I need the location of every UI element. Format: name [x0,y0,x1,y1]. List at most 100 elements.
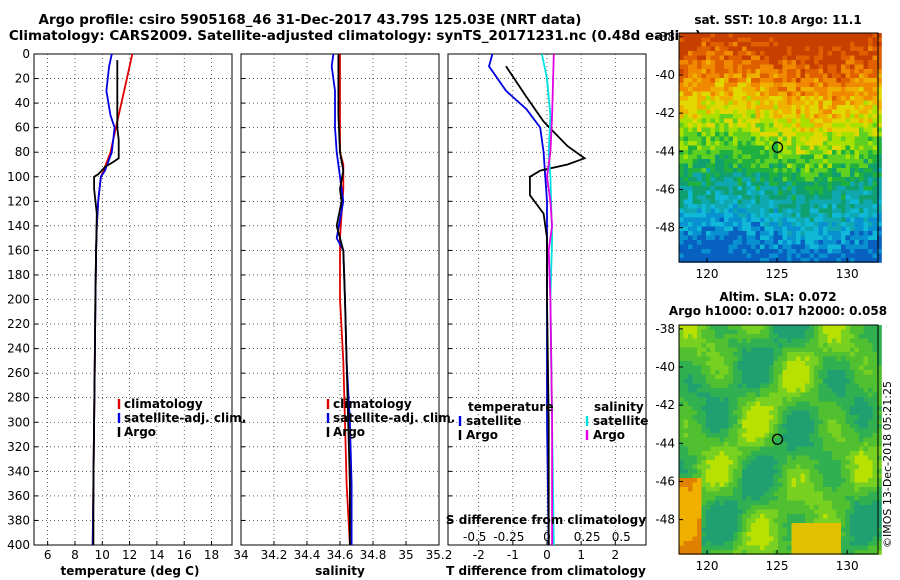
map-cell [679,356,684,362]
map-cell [773,37,779,43]
map-cell [782,527,788,533]
map-cell [791,244,797,250]
map-cell [796,541,801,546]
map-cell [800,204,806,209]
map-cell [827,114,833,119]
map-cell [827,222,833,227]
map-cell [688,78,693,83]
map-cell [715,464,720,470]
map-cell [751,105,756,110]
map-cell [679,208,684,214]
map-cell [841,478,846,483]
map-cell [773,482,779,488]
map-cell [809,235,815,241]
map-cell [832,406,837,411]
map-cell [764,514,770,519]
map-cell [859,100,864,106]
map-cell [809,536,815,542]
map-cell [845,469,851,474]
map-cell [850,334,855,339]
map-cell [706,208,711,214]
map-cell [845,500,851,506]
map-cell [823,356,828,362]
map-cell [728,159,734,164]
map-cell [778,478,783,483]
map-cell [818,226,824,232]
map-cell [733,469,738,474]
map-cell [692,473,698,479]
map-cell [697,514,702,519]
map-cell [755,406,761,411]
map-cell [850,253,855,259]
map-cell [809,159,815,164]
map-cell [850,195,855,200]
argo-position-marker: Argo float position [771,433,784,445]
map-cell [778,114,783,119]
map-cell [832,181,837,187]
map-cell [800,240,806,245]
map-cell [697,145,702,151]
map-cell [827,460,833,465]
map-cell [764,347,770,353]
map-cell [679,181,684,187]
map-cell [841,159,846,164]
map-cell [764,82,770,88]
map-cell [787,406,792,411]
map-cell [863,208,869,214]
map-cell [688,154,693,160]
map-cell [746,231,752,236]
map-cell [692,500,698,506]
map-cell [751,329,756,335]
map-cell [751,172,756,178]
map-cell [769,325,774,330]
map-cell [782,235,788,241]
map-cell [751,500,756,506]
legend-label: climatology [333,397,412,411]
map-cell [764,51,770,56]
map-cell [697,415,702,420]
map-cell [814,168,819,173]
map-cell [818,460,824,465]
map-cell [859,415,864,420]
map-cell [697,460,702,465]
map-cell [872,177,878,182]
map-cell [868,226,873,232]
map-cell [818,177,824,182]
map-cell [841,455,846,461]
map-cell [769,177,774,182]
map-cell [827,159,833,164]
map-cell [836,127,842,133]
map-lat-label: -40 [655,360,675,374]
map-cell [791,532,797,537]
map-cell [719,478,725,483]
map-cell [800,437,806,443]
map-cell [760,235,765,241]
map-cell [850,478,855,483]
map-cell [827,419,833,425]
y-tick-label: 60 [15,121,30,135]
map-cell [755,109,761,115]
map-cell [706,356,711,362]
map-cell [800,334,806,339]
map-cell [760,491,765,497]
map-lon-label: 125 [766,267,789,281]
map-cell [724,141,729,146]
y-tick-label: 180 [7,268,30,282]
map-cell [751,334,756,339]
map-cell [827,455,833,461]
map-cell [742,478,747,483]
map-cell [863,235,869,241]
map-cell [733,235,738,241]
map-cell [877,496,882,501]
map-cell [778,172,783,178]
map-cell [701,388,707,393]
map-cell [733,451,738,456]
map-cell [742,132,747,137]
map-cell [809,460,815,465]
map-cell [746,325,752,330]
map-cell [692,428,698,434]
map-cell [832,253,837,259]
map-cell [787,172,792,178]
map-cell [715,150,720,155]
map-cell [805,64,810,70]
